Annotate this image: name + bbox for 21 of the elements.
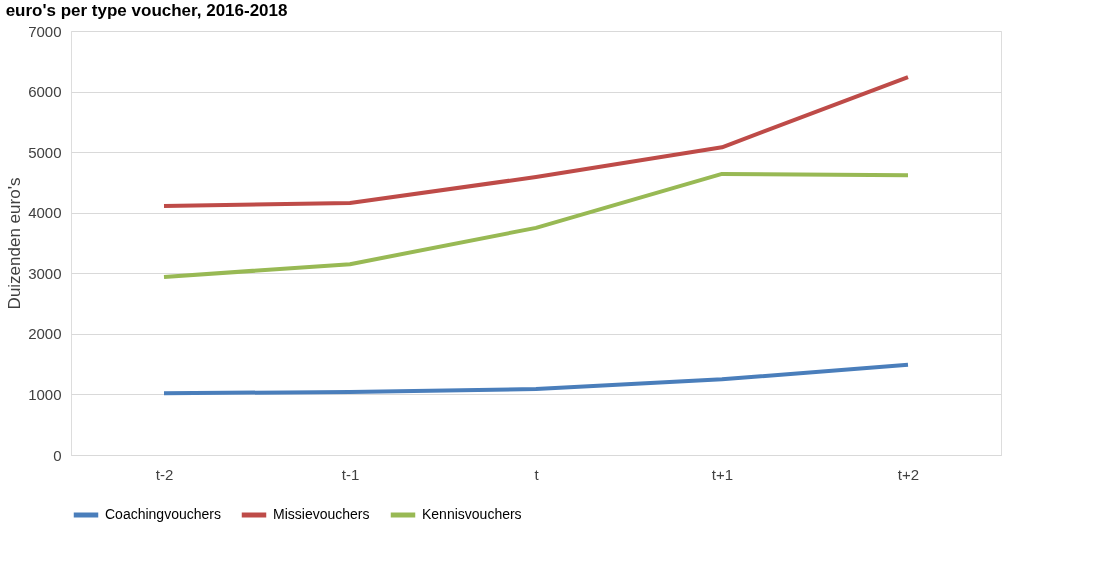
legend-label: Coachingvouchers	[105, 506, 221, 522]
y-tick-label: 5000	[28, 143, 62, 161]
legend-label: Missievouchers	[273, 506, 370, 522]
chart-title: euro's per type voucher, 2016-2018	[5, 1, 288, 20]
y-tick-label: 2000	[28, 325, 62, 343]
y-tick-label: 7000	[28, 22, 62, 40]
legend-label: Kennisvouchers	[422, 506, 522, 522]
line-series	[162, 362, 910, 396]
line-series	[162, 75, 910, 209]
y-tick-label: 3000	[28, 264, 62, 282]
x-tick-label: t-1	[341, 465, 360, 483]
y-tick-label: 1000	[28, 385, 62, 403]
y-axis-title: Duizenden euro's	[5, 177, 25, 310]
x-tick-label: t+1	[711, 465, 734, 483]
x-tick-label: t-2	[155, 465, 174, 483]
y-tick-label: 4000	[28, 204, 62, 222]
x-tick-label: t+2	[897, 465, 920, 483]
y-tick-label: 6000	[28, 83, 62, 101]
x-tick-label: t	[534, 465, 540, 483]
line-series	[162, 171, 910, 279]
y-tick-label: 0	[53, 446, 62, 464]
